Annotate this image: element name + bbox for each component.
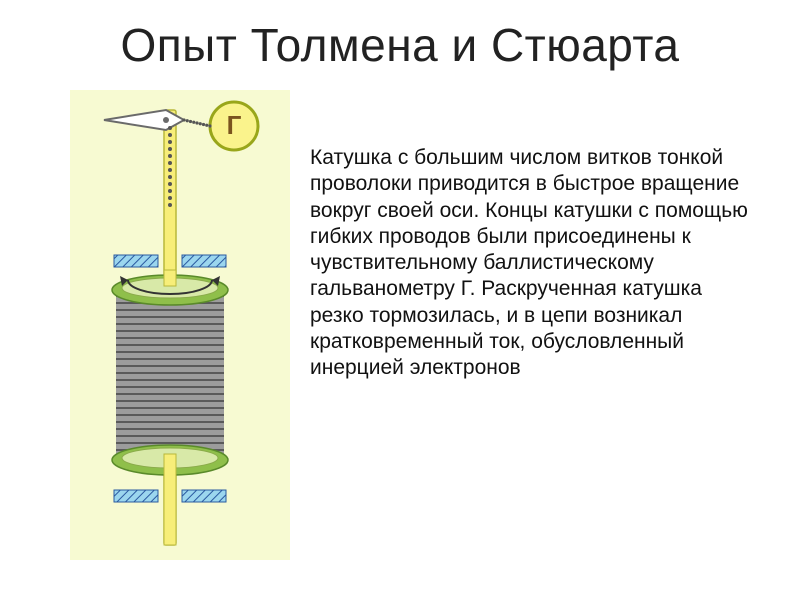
slide-title: Опыт Толмена и Стюарта bbox=[0, 18, 800, 72]
experiment-diagram: Г bbox=[70, 90, 290, 560]
svg-text:Г: Г bbox=[227, 110, 242, 140]
slide-body-text: Катушка с большим числом витков тонкой п… bbox=[310, 145, 760, 381]
